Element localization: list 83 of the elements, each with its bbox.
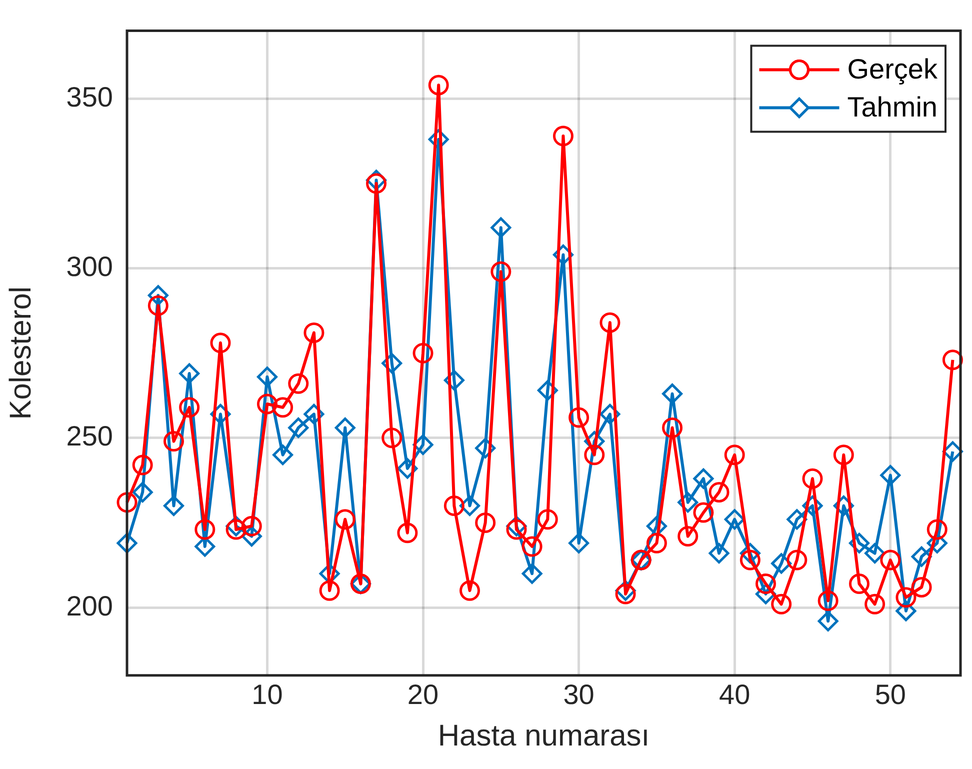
point (568, 532, 590, 554)
point (272, 397, 294, 418)
point (522, 563, 542, 584)
point (226, 519, 246, 540)
point (334, 509, 356, 530)
point (319, 580, 340, 601)
y-tick-label: 200 (66, 590, 113, 622)
point (288, 417, 309, 438)
point (880, 464, 901, 486)
point (132, 482, 153, 502)
x-tick-label: 50 (874, 678, 906, 710)
point (678, 526, 698, 547)
point (600, 312, 620, 333)
point (444, 496, 464, 516)
point (802, 468, 823, 489)
x-axis-title: Hasta numarası (438, 719, 650, 752)
legend-label: Tahmin (847, 92, 938, 123)
point (194, 519, 216, 540)
point (615, 584, 636, 604)
point (132, 454, 153, 476)
point (724, 444, 745, 466)
point (288, 373, 309, 394)
point (304, 322, 324, 343)
point (116, 492, 138, 513)
point (864, 594, 886, 614)
y-tick-label: 250 (66, 420, 113, 452)
point (256, 394, 278, 414)
y-tick-label: 350 (66, 81, 113, 112)
point (880, 550, 901, 570)
point (334, 417, 356, 438)
point (116, 532, 138, 554)
point (818, 610, 838, 632)
point (537, 509, 558, 530)
point (552, 126, 574, 146)
point (506, 519, 527, 540)
point (366, 173, 387, 194)
point (397, 522, 418, 544)
point (942, 350, 963, 370)
point (148, 295, 168, 316)
point (708, 482, 730, 502)
point (833, 444, 854, 466)
x-tick-label: 30 (563, 678, 594, 710)
point (475, 512, 496, 533)
x-tick-label: 40 (719, 678, 750, 710)
y-axis-title: Kolesterol (4, 286, 38, 420)
point (256, 366, 278, 388)
point (693, 468, 714, 489)
point (896, 587, 916, 608)
point (490, 217, 512, 238)
x-tick-label: 10 (252, 678, 283, 710)
point (179, 363, 200, 384)
point (693, 502, 714, 523)
point (740, 550, 760, 570)
legend-label: Gerçek (847, 54, 938, 85)
point (382, 428, 402, 448)
point (428, 74, 449, 96)
point (163, 431, 184, 452)
point (818, 590, 838, 612)
point (864, 543, 886, 564)
point (241, 516, 262, 536)
point (926, 519, 948, 540)
point (786, 550, 808, 570)
point (584, 444, 605, 466)
point (646, 532, 667, 554)
point (460, 580, 480, 601)
point (911, 576, 932, 598)
point (522, 536, 542, 557)
point (412, 342, 434, 364)
point (163, 496, 184, 516)
point (210, 332, 231, 354)
point (848, 574, 870, 594)
point (272, 444, 294, 466)
point (708, 543, 730, 564)
point (662, 384, 683, 404)
point (724, 509, 745, 530)
point (771, 594, 792, 614)
x-tick-label: 20 (407, 678, 439, 710)
point (756, 574, 776, 594)
y-tick-label: 300 (66, 251, 113, 282)
point (179, 397, 200, 418)
point (490, 261, 512, 282)
point (568, 407, 590, 428)
point (662, 417, 683, 438)
